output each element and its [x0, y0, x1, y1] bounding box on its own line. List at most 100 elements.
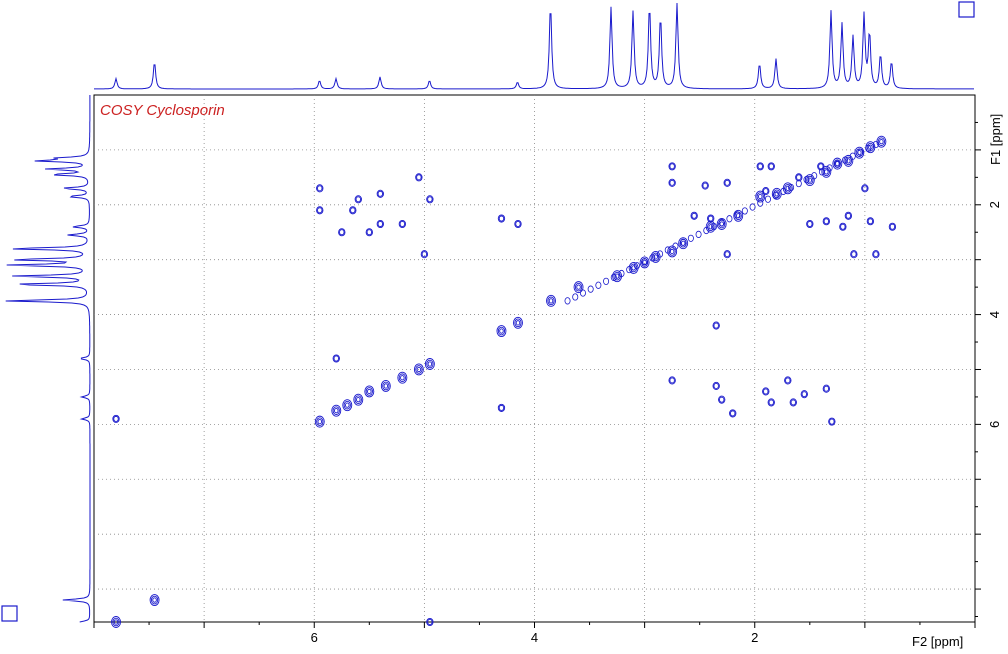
- diagonal-peak: [705, 220, 716, 233]
- f2-projection-spectrum: [94, 2, 974, 90]
- contour-ring: [713, 382, 719, 389]
- diagonal-peak: [755, 190, 766, 203]
- streak-contour: [664, 246, 671, 254]
- streak-contour: [657, 250, 664, 258]
- streak-contour: [780, 187, 787, 195]
- contour-ring: [822, 217, 830, 226]
- cross-peak: [861, 184, 869, 193]
- cross-peak: [718, 395, 726, 404]
- contour-ring: [758, 193, 763, 200]
- contour-ring: [702, 182, 708, 189]
- contour-ring: [149, 594, 160, 606]
- contour-ring: [343, 400, 351, 410]
- streak-contour: [826, 164, 833, 172]
- cross-peak: [756, 162, 764, 171]
- cross-peak: [497, 214, 506, 223]
- cross-peak: [332, 354, 340, 363]
- streak-contour: [818, 168, 825, 176]
- contour-ring: [332, 354, 340, 363]
- streak-contour: [564, 297, 571, 305]
- contour-ring: [497, 214, 506, 223]
- contour-ring: [712, 321, 720, 330]
- contour-ring: [400, 375, 405, 381]
- streak-contour: [834, 160, 841, 168]
- contour-ring: [420, 250, 429, 259]
- contour-ring: [669, 179, 675, 186]
- contour-ring: [382, 381, 390, 391]
- streak-contour: [865, 144, 872, 152]
- cross-peak: [426, 195, 434, 204]
- contour-ring: [843, 154, 854, 167]
- contour-ring: [317, 185, 323, 192]
- cross-peak: [888, 222, 897, 231]
- streak-contour: [872, 140, 879, 149]
- contour-ring: [789, 398, 797, 407]
- streak-contour: [603, 277, 610, 285]
- contour-ring: [376, 189, 384, 198]
- y-tick-label: 4: [987, 311, 1002, 318]
- cross-peak: [839, 222, 847, 231]
- contour-ring: [821, 165, 832, 178]
- contour-ring: [416, 174, 422, 181]
- cross-peak: [800, 390, 808, 399]
- cross-peak: [822, 384, 830, 393]
- cross-peak: [376, 189, 384, 198]
- contour-ring: [366, 229, 373, 236]
- cross-peak: [762, 387, 770, 396]
- contour-ring: [514, 219, 522, 229]
- x-tick-label: 2: [751, 630, 758, 645]
- contour-ring: [316, 206, 324, 215]
- contour-ring: [653, 254, 658, 260]
- contour-ring: [367, 388, 372, 395]
- streak-contour: [680, 238, 687, 246]
- contour-ring: [690, 211, 698, 220]
- contour-ring: [498, 215, 505, 222]
- cross-peak: [668, 376, 676, 385]
- contour-ring: [364, 385, 375, 398]
- contour-ring: [862, 185, 868, 192]
- contour-ring: [832, 157, 843, 170]
- contour-ring: [756, 162, 764, 171]
- contour-ring: [574, 282, 583, 292]
- streak-contour: [749, 203, 756, 211]
- contour-ring: [707, 214, 715, 223]
- contour-ring: [806, 219, 814, 229]
- contour-ring: [514, 318, 522, 328]
- diagonal-peak: [628, 261, 639, 274]
- diagonal-peak: [843, 154, 854, 167]
- diagonal-peak: [573, 281, 584, 294]
- contour-ring: [850, 250, 858, 259]
- streak-contour: [803, 176, 810, 184]
- f2-projection-trace: [94, 2, 974, 90]
- streak-contour: [618, 269, 625, 278]
- contour-ring: [691, 212, 697, 219]
- contour-ring: [354, 395, 362, 404]
- cross-peak: [712, 321, 720, 330]
- contour-ring: [426, 359, 434, 369]
- cross-peak: [828, 417, 836, 426]
- cross-peak: [729, 409, 737, 418]
- streak-contour: [734, 211, 741, 219]
- contour-ring: [314, 415, 325, 428]
- contour-ring: [767, 162, 775, 171]
- contour-ring: [844, 156, 852, 166]
- contour-ring: [614, 273, 620, 279]
- contour-ring: [383, 383, 389, 389]
- chart-title: COSY Cyclosporin: [100, 102, 225, 119]
- cross-peak: [338, 228, 346, 237]
- contour-ring: [573, 281, 584, 294]
- streak-contour: [842, 156, 849, 164]
- contour-ring: [823, 385, 830, 392]
- square-icon[interactable]: [958, 1, 975, 18]
- diagonal-peak: [496, 325, 507, 338]
- square-icon[interactable]: [1, 605, 18, 622]
- contour-ring: [757, 163, 763, 170]
- contour-ring: [724, 251, 730, 258]
- cross-peak: [784, 376, 792, 385]
- streak-contour: [795, 179, 802, 188]
- contour-ring: [547, 296, 555, 306]
- contour-ring: [718, 219, 726, 229]
- contour-ring: [716, 218, 727, 230]
- contour-ring: [855, 148, 863, 157]
- contour-ring: [365, 387, 373, 396]
